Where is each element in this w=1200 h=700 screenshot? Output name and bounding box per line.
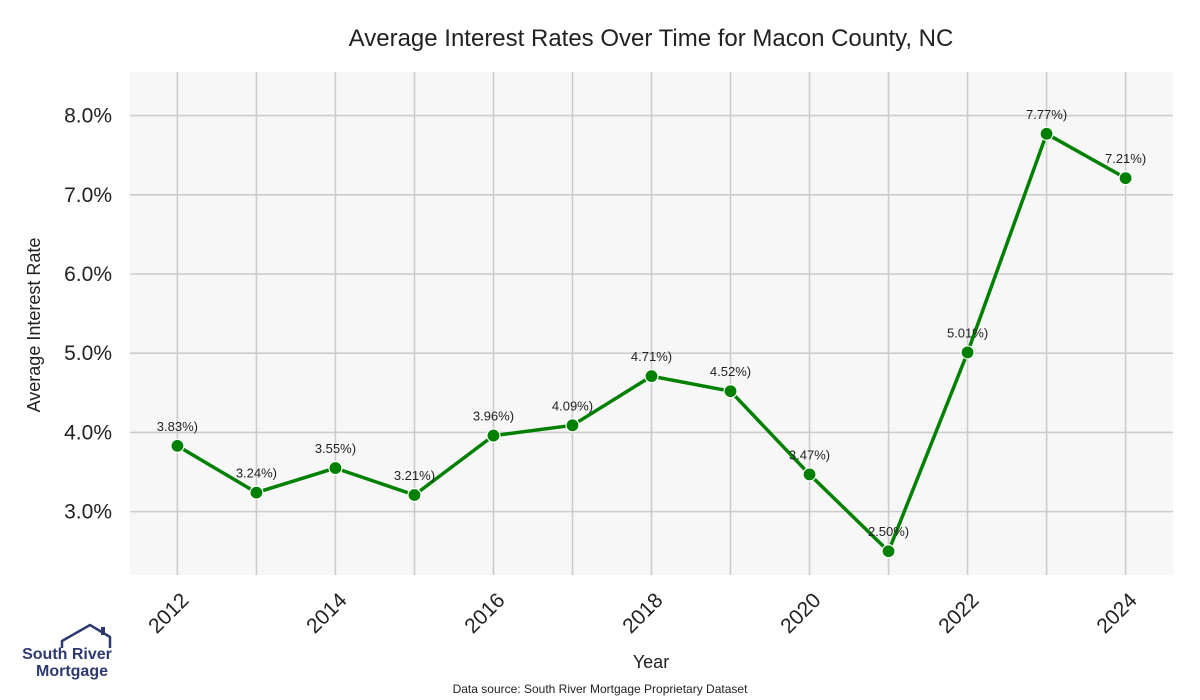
x-tick-label: 2014 [302, 589, 352, 639]
data-labels: 3.83%) 3.24%) 3.55%) 3.21%) 3.96%) 4.09%) 4.71… [157, 107, 1146, 539]
data-point [486, 428, 501, 443]
data-label: 5.01%) [947, 325, 988, 340]
x-tick-label: 2022 [934, 589, 983, 638]
data-point [565, 418, 580, 433]
data-point [723, 384, 738, 399]
data-label: 3.21%) [394, 468, 435, 483]
y-tick-label: 3.0% [64, 501, 112, 524]
data-label: 3.24%) [236, 466, 277, 481]
y-tick-label: 5.0% [64, 342, 112, 365]
logo-text-line2: Mortgage [36, 663, 108, 680]
data-point [328, 460, 343, 476]
y-tick-label: 6.0% [64, 263, 112, 286]
x-axis-ticks: 2012 2014 2016 2018 2020 2022 2024 [144, 589, 1142, 639]
data-point [802, 467, 817, 482]
data-label: 3.55%) [315, 441, 356, 456]
logo: South River Mortgage [22, 623, 112, 680]
y-axis-label: Average Interest Rate [24, 238, 44, 413]
data-point [881, 544, 896, 559]
house-roof-icon [60, 623, 112, 648]
logo-text-line1: South River [22, 646, 112, 663]
grid [130, 72, 1173, 575]
x-tick-label: 2018 [618, 589, 667, 638]
data-points [170, 126, 1133, 559]
data-point [960, 345, 975, 360]
x-tick-label: 2012 [144, 589, 193, 638]
data-point [407, 487, 422, 503]
y-tick-label: 4.0% [64, 421, 112, 444]
data-point [644, 369, 659, 384]
data-point [1118, 171, 1133, 186]
data-label: 7.21%) [1105, 151, 1146, 166]
data-label: 3.83%) [157, 419, 198, 434]
data-label: 4.71%) [631, 349, 672, 364]
source-note: Data source: South River Mortgage Propri… [453, 682, 748, 696]
data-label: 3.47%) [789, 447, 830, 462]
x-tick-label: 2016 [460, 589, 509, 638]
data-point [170, 438, 185, 453]
data-label: 3.96%) [473, 409, 514, 424]
data-label: 4.52%) [710, 364, 751, 379]
y-axis-ticks: 3.0% 4.0% 5.0% 6.0% 7.0% 8.0% [64, 105, 112, 524]
x-axis-label: Year [633, 652, 669, 672]
chart-title: Average Interest Rates Over Time for Mac… [349, 25, 954, 52]
data-point [249, 485, 264, 500]
data-label: 7.77%) [1026, 107, 1067, 122]
x-tick-label: 2020 [776, 589, 825, 638]
y-tick-label: 8.0% [64, 105, 112, 128]
x-tick-label: 2024 [1092, 589, 1142, 639]
data-label: 2.50%) [868, 524, 909, 539]
data-point [1039, 126, 1054, 141]
data-label: 4.09%) [552, 398, 593, 413]
y-tick-label: 7.0% [64, 184, 112, 207]
